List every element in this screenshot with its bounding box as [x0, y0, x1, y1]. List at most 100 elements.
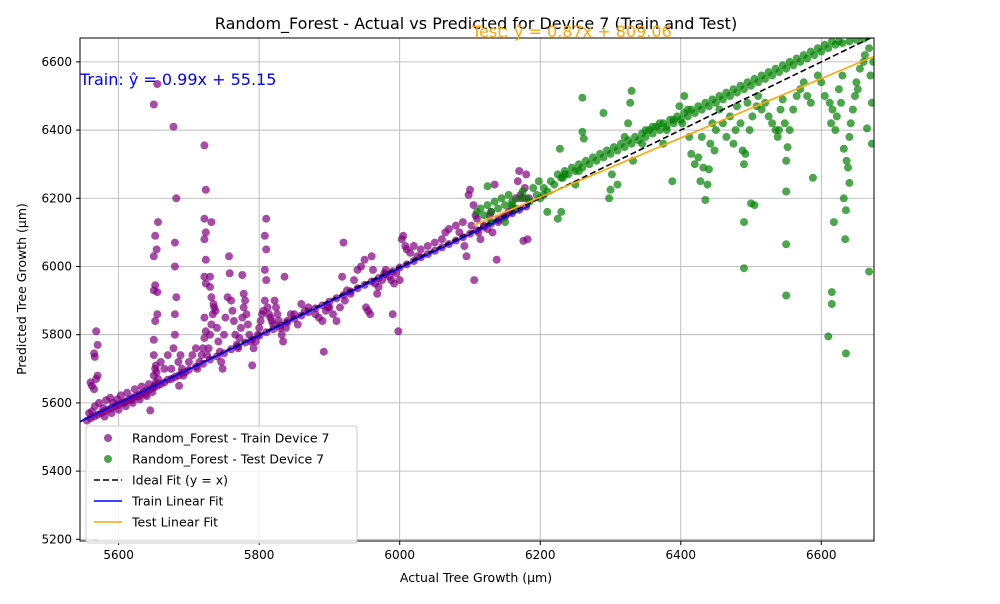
data-point	[515, 167, 524, 175]
data-point	[199, 344, 207, 353]
data-point	[585, 160, 594, 169]
legend-label: Random_Forest - Train Device 7	[132, 431, 329, 446]
data-point	[148, 388, 157, 396]
data-point	[522, 170, 531, 179]
data-point	[627, 139, 636, 148]
ticks: 5600 5800 6000 6200 6400 6600 5200 5400 5600 5800…	[41, 55, 836, 562]
data-point	[740, 264, 748, 273]
data-point	[745, 126, 754, 135]
data-point	[153, 288, 162, 297]
y-tick-label: 6200	[41, 191, 72, 205]
data-point	[757, 105, 766, 114]
data-point	[423, 242, 432, 250]
x-tick-label: 5800	[244, 548, 275, 562]
data-point	[592, 156, 601, 165]
data-point	[213, 323, 221, 332]
data-point	[366, 310, 375, 319]
data-point	[820, 92, 829, 100]
data-point	[703, 180, 712, 189]
data-point	[827, 288, 836, 297]
data-point	[825, 98, 834, 107]
data-point	[188, 351, 197, 360]
data-point	[803, 92, 812, 100]
data-point	[741, 149, 750, 158]
data-point	[451, 221, 460, 230]
data-point	[204, 344, 213, 353]
data-point	[768, 119, 777, 128]
data-point	[754, 78, 763, 87]
data-point	[683, 105, 692, 114]
data-point	[170, 238, 179, 247]
data-point	[473, 214, 481, 223]
data-point	[272, 303, 280, 312]
data-point	[206, 282, 214, 291]
data-point	[206, 330, 214, 339]
data-point	[209, 300, 218, 308]
data-point	[243, 320, 252, 329]
data-point	[852, 78, 861, 87]
legend-label: Random_Forest - Test Device 7	[132, 452, 324, 467]
data-point	[217, 358, 226, 366]
chart-title: Random_Forest - Actual vs Predicted for …	[215, 14, 737, 34]
data-point	[761, 74, 770, 83]
data-point	[607, 170, 616, 179]
data-point	[170, 330, 179, 339]
data-point	[690, 160, 699, 169]
x-axis-label: Actual Tree Growth (µm)	[400, 570, 552, 585]
data-point	[93, 371, 102, 380]
data-point	[260, 265, 269, 274]
data-point	[853, 85, 862, 94]
data-point	[613, 146, 622, 155]
series-line-4	[473, 55, 874, 227]
data-point	[409, 242, 418, 250]
legend-item: Random_Forest - Test Device 7	[104, 452, 324, 467]
series-line-3	[80, 204, 531, 423]
data-point	[92, 327, 101, 336]
data-point	[662, 126, 671, 135]
data-point	[263, 303, 272, 312]
data-point	[669, 115, 678, 124]
data-point	[336, 303, 344, 312]
data-point	[235, 334, 244, 343]
data-point	[736, 119, 745, 128]
legend-marker	[104, 434, 112, 442]
data-point	[262, 245, 271, 254]
data-point	[394, 327, 403, 336]
data-point	[827, 119, 836, 128]
data-point	[838, 71, 847, 80]
data-point	[829, 218, 838, 227]
series-1-points	[473, 38, 874, 358]
data-point	[513, 177, 522, 186]
data-point	[641, 132, 650, 141]
data-point	[167, 364, 176, 373]
data-point	[813, 71, 822, 80]
data-point	[177, 364, 186, 373]
data-point	[225, 269, 234, 278]
legend: Random_Forest - Train Device 7 Random_For…	[85, 425, 358, 544]
data-point	[490, 180, 499, 189]
data-point	[782, 291, 791, 300]
data-point	[715, 105, 724, 114]
data-point	[227, 296, 236, 305]
data-point	[262, 276, 271, 285]
data-point	[176, 351, 185, 360]
data-point	[782, 64, 791, 73]
data-point	[149, 351, 158, 360]
data-point	[274, 317, 283, 325]
data-point	[248, 361, 257, 370]
data-point	[128, 398, 137, 407]
data-point	[469, 201, 478, 210]
data-point	[201, 228, 210, 237]
data-point	[256, 317, 265, 325]
data-point	[488, 228, 497, 237]
legend-marker	[104, 455, 112, 463]
data-point	[483, 182, 492, 191]
data-point	[163, 351, 172, 360]
data-point	[430, 238, 439, 247]
data-point	[655, 126, 664, 135]
data-point	[782, 187, 791, 196]
data-point	[169, 344, 178, 353]
data-point	[388, 310, 397, 319]
data-point	[773, 132, 782, 141]
